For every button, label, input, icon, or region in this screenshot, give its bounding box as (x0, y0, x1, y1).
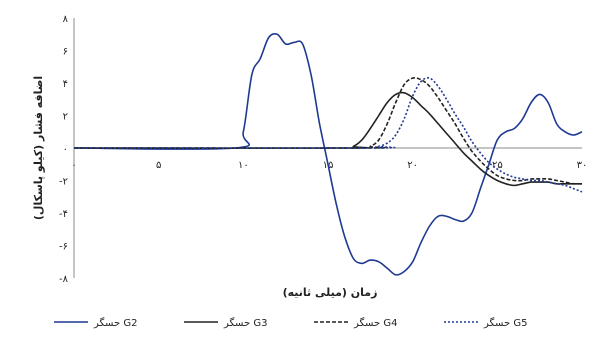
y-tick-label: -۶ (59, 242, 68, 253)
legend-label: حسگر G3 (223, 317, 267, 329)
series-lines (73, 32, 583, 276)
y-tick-label: -۸ (59, 274, 69, 285)
x-tick-label: ۳۰ (577, 160, 588, 171)
y-tick-label: ۲ (63, 112, 68, 123)
legend-label: حسگر G4 (353, 317, 397, 329)
x-tick-label: ۰ (71, 160, 76, 171)
series-line-2 (73, 91, 582, 187)
y-axis-title: اضافه فشار (کیلو پاسکال) (32, 76, 45, 220)
legend: حسگر G2 حسگر G3 حسگر G4 حسگر G5 (54, 317, 527, 329)
y-tick-label: ۰ (63, 144, 68, 155)
x-tick-label: ۲۰ (407, 160, 418, 171)
y-tick-label: -۴ (59, 209, 68, 220)
x-axis-title: زمان (میلی ثانیه) (283, 286, 378, 299)
x-tick-label: ۱۰ (238, 160, 249, 171)
y-tick-label: -۲ (59, 177, 68, 188)
legend-label: حسگر G5 (483, 317, 527, 329)
y-tick-label: ۸ (63, 14, 69, 25)
series-line-3 (73, 77, 583, 185)
y-tick-label: ۶ (63, 47, 68, 58)
x-tick-label: ۲۵ (492, 160, 503, 171)
x-tick-label: ۵ (156, 160, 161, 171)
series-line-1 (73, 32, 583, 276)
legend-label: حسگر G2 (93, 317, 137, 329)
y-tick-label: ۴ (63, 79, 68, 90)
series-line-4 (73, 77, 583, 193)
